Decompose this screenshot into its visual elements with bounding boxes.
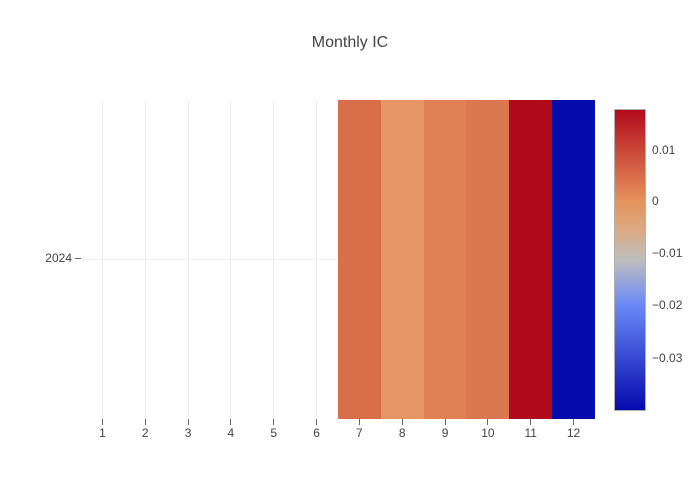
- colorbar-tick-label: 0.01: [652, 143, 676, 157]
- heatmap-cell-month-9: [423, 100, 467, 419]
- plot-area: [81, 100, 595, 419]
- x-tick-label: 3: [184, 426, 192, 440]
- tick-mark: [316, 419, 318, 425]
- x-tick-label: 11: [524, 426, 537, 440]
- colorbar-tick-label: −0.03: [652, 351, 683, 365]
- x-tick-label: 1: [99, 426, 106, 440]
- heatmap-row-2024: [338, 100, 595, 419]
- tick-mark: [230, 419, 232, 425]
- chart-title: Monthly IC: [311, 34, 389, 51]
- tick-mark: [401, 419, 403, 425]
- colorbar-tick-label: −0.01: [652, 246, 683, 260]
- tick-mark: [273, 419, 275, 425]
- tick-mark: [101, 419, 103, 425]
- x-tick-label: 8: [398, 426, 406, 440]
- x-tick-label: 12: [566, 426, 581, 440]
- heatmap-cell-month-12: [552, 100, 595, 419]
- heatmap-cell-month-11: [509, 100, 553, 419]
- x-axis-tick-marks: [81, 419, 595, 425]
- heatmap-cell-month-10: [466, 100, 510, 419]
- tick-mark: [358, 419, 360, 425]
- heatmap-cell-month-8: [380, 100, 424, 419]
- tick-mark: [144, 419, 146, 425]
- tick-mark: [444, 419, 446, 425]
- x-axis-tick-labels: 1 2 3 4 5 6 7 8 9 10 11 12: [81, 426, 595, 440]
- colorbar-gradient: [614, 109, 646, 411]
- tick-mark: [530, 419, 532, 425]
- y-axis-tick-mark: [75, 258, 81, 259]
- colorbar-tick-label: 0: [652, 194, 659, 208]
- colorbar-tick-label: −0.02: [652, 298, 683, 312]
- tick-mark: [573, 419, 575, 425]
- x-tick-label: 4: [227, 426, 235, 440]
- x-tick-label: 9: [441, 426, 449, 440]
- tick-mark: [187, 419, 189, 425]
- heatmap-cell-month-7: [338, 100, 381, 419]
- x-tick-label: 7: [356, 426, 363, 440]
- x-tick-label: 2: [141, 426, 149, 440]
- tick-mark: [487, 419, 489, 425]
- x-tick-label: 5: [270, 426, 278, 440]
- x-tick-label: 10: [481, 426, 495, 440]
- x-tick-label: 6: [313, 426, 320, 440]
- y-tick-label-2024: 2024: [45, 251, 72, 265]
